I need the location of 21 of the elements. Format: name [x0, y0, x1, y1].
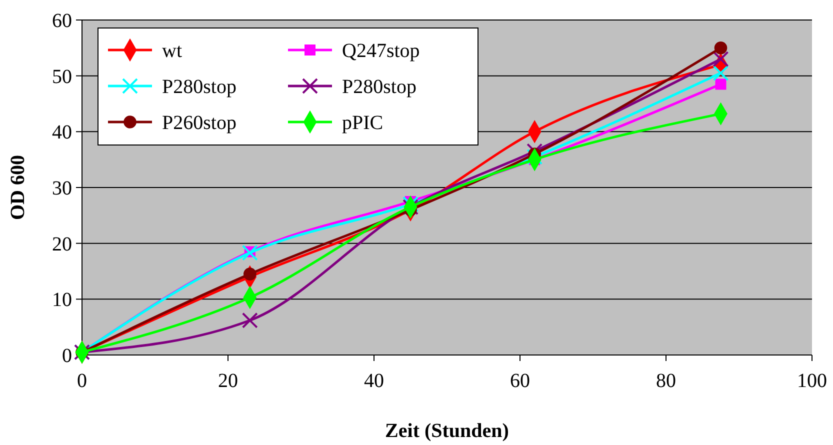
legend-label: P280stop [342, 76, 416, 98]
legend-label: Q247stop [342, 40, 420, 62]
x-axis-title: Zeit (Stunden) [385, 420, 509, 442]
y-tick-label: 60 [52, 10, 72, 32]
legend-label: wt [162, 40, 182, 62]
y-tick-label: 40 [52, 122, 72, 144]
x-tick-label: 40 [364, 370, 384, 392]
y-tick-label: 0 [62, 345, 72, 367]
x-tick-label: 100 [797, 370, 827, 392]
legend-label: pPIC [342, 112, 384, 134]
y-tick-label: 30 [52, 178, 72, 200]
x-tick-label: 20 [218, 370, 238, 392]
legend-label: P260stop [162, 112, 236, 134]
y-tick-label: 20 [52, 233, 72, 256]
y-axis-title: OD 600 [7, 155, 29, 220]
y-tick-label: 10 [52, 289, 72, 312]
legend-label: P280stop [162, 76, 236, 98]
x-tick-label: 60 [510, 370, 530, 392]
x-tick-label: 80 [656, 370, 676, 392]
y-tick-label: 50 [52, 66, 72, 88]
x-tick-label: 0 [77, 370, 87, 392]
